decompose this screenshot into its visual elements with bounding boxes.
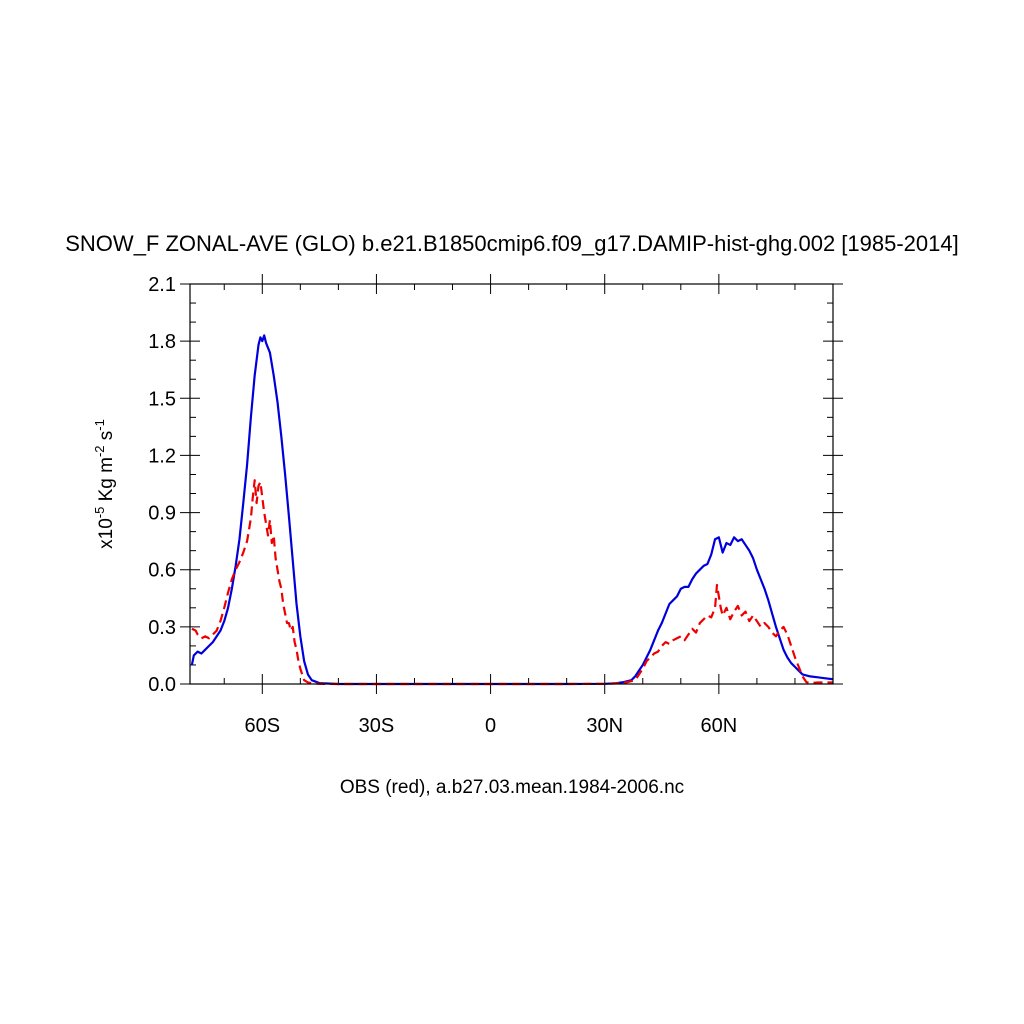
x-axis-label: OBS (red), a.b27.03.mean.1984-2006.nc [340, 777, 684, 798]
y-axis-label-prefix: x10 [96, 518, 117, 549]
series-lines [190, 334, 834, 686]
y-tick-label: 1.2 [148, 445, 176, 467]
y-axis-label-s-exponent: -1 [92, 419, 107, 431]
y-axis-label: x10-5 Kg m-2 s-1 [92, 419, 117, 549]
x-tick-label: 30N [586, 715, 623, 737]
x-tick-label: 60S [244, 715, 280, 737]
y-axis-label-m-exponent: -2 [92, 445, 107, 457]
y-tick-label: 0.6 [148, 560, 176, 582]
y-tick-label: 0.3 [148, 617, 176, 639]
y-tick-label: 0.0 [148, 674, 176, 696]
svg-text:x10-5 Kg m-2 s-1: x10-5 Kg m-2 s-1 [92, 419, 117, 549]
y-tick-label: 0.9 [148, 503, 176, 525]
y-tick-label: 2.1 [148, 274, 176, 296]
y-tick-label: 1.5 [148, 388, 176, 410]
x-tick-label: 0 [485, 715, 496, 737]
plot-frame [189, 283, 834, 685]
series-model-blue-line [190, 334, 834, 686]
x-tick-label: 30S [359, 715, 395, 737]
chart-title: SNOW_F ZONAL-AVE (GLO) b.e21.B1850cmip6.… [65, 231, 958, 256]
axis-ticks: 0.0 0.3 0.6 0.9 1.2 1.5 1.8 2.1 60S 30S 0 30N 60N [148, 274, 843, 737]
y-axis-label-kg: Kg m [96, 457, 117, 507]
y-axis-label-s: s [96, 431, 117, 446]
y-tick-label: 1.8 [148, 331, 176, 353]
x-tick-label: 60N [701, 715, 738, 737]
y-axis-label-exponent: -5 [92, 507, 107, 519]
